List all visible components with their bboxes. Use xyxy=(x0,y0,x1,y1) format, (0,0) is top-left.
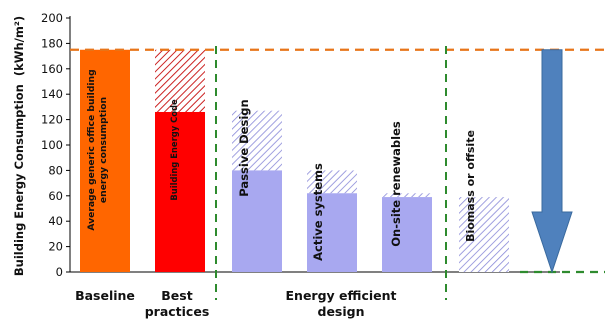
bar-label: On-site renewables xyxy=(389,121,403,247)
category-label: Baseline xyxy=(75,288,135,303)
y-tick-label: 180 xyxy=(41,36,63,50)
category-label: design xyxy=(318,304,365,319)
y-tick-label: 100 xyxy=(41,138,63,152)
bars xyxy=(80,49,509,272)
y-ticks: 0 20 40 60 80 100 120 140 160 180 200 xyxy=(41,11,560,279)
reduction-arrow xyxy=(531,49,573,274)
bar-solid-segment xyxy=(382,197,432,272)
bar-solid-segment xyxy=(155,111,205,272)
y-tick-label: 60 xyxy=(48,189,63,203)
y-tick-label: 80 xyxy=(48,163,63,177)
category-label: Energy efficient xyxy=(286,288,397,303)
bar-solid-segment xyxy=(80,49,130,272)
category-label: Best xyxy=(161,288,192,303)
y-tick-label: 160 xyxy=(41,62,63,76)
y-tick-label: 40 xyxy=(48,214,63,228)
bar-hatched-segment xyxy=(459,197,509,272)
bar-label: Active systems xyxy=(311,163,325,261)
y-tick-label: 200 xyxy=(41,11,63,25)
bar-label: Biomass or offsite xyxy=(464,130,477,242)
bar-hatched-segment xyxy=(382,193,432,198)
bar-label: Building Energy Code xyxy=(169,99,179,201)
bar-hatched-segment xyxy=(155,49,205,112)
bar-label-line: energy consumption xyxy=(98,97,109,203)
bar-label: Average generic office buildingenergy co… xyxy=(86,69,109,230)
bar-hatched-segment xyxy=(232,110,282,171)
y-tick-label: 140 xyxy=(41,87,63,101)
annotations xyxy=(70,46,605,300)
y-axis-unit: (kWh/m²) xyxy=(12,16,26,76)
y-axis-title: Building Energy Consumption xyxy=(12,84,26,276)
category-label: practices xyxy=(145,304,210,319)
bar-solid-segment xyxy=(307,193,357,272)
y-tick-label: 20 xyxy=(48,240,63,254)
y-tick-label: 120 xyxy=(41,113,63,127)
bar-hatched-segment xyxy=(307,170,357,194)
bar-labels: Average generic office buildingenergy co… xyxy=(86,69,477,261)
y-tick-label: 0 xyxy=(56,265,63,279)
bar-label: Passive Design xyxy=(237,99,251,196)
bar-solid-segment xyxy=(232,170,282,272)
bar-label-line: Average generic office building xyxy=(86,69,97,230)
y-axis-label: Building Energy Consumption (kWh/m²) xyxy=(12,16,26,276)
